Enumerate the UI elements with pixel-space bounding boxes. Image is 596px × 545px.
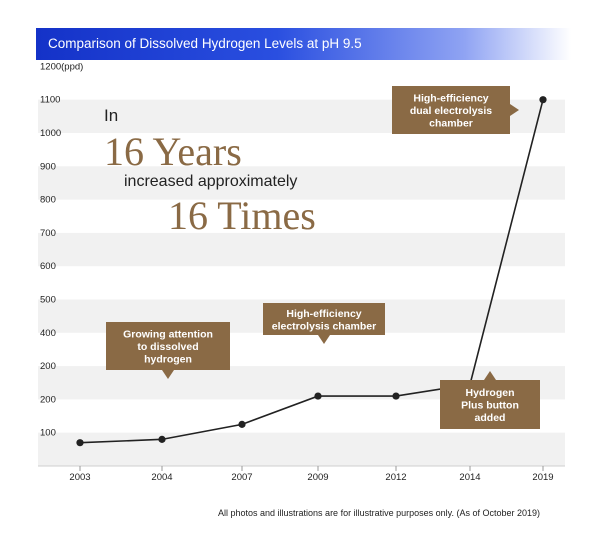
data-point [76,439,84,447]
headline-16-times: 16 Times [168,193,316,238]
callout-text: Growing attention [123,329,213,341]
y-tick-label: 400 [40,328,56,339]
callout-text: added [475,412,506,424]
callout-text: electrolysis chamber [272,320,376,332]
x-tick-label: 2007 [231,472,252,483]
y-tick-label: 100 [40,428,56,439]
callout-text: chamber [429,118,473,130]
y-tick-label: 1000 [40,128,61,139]
y-tick-label: 200 [40,361,56,372]
x-tick-label: 2009 [307,472,328,483]
chart-title-bar: Comparison of Dissolved Hydrogen Levels … [36,28,571,60]
callout-box [106,322,230,370]
x-tick-label: 2019 [532,472,553,483]
callout-pointer [162,370,174,379]
callout-pointer [318,335,330,344]
callout-text: hydrogen [144,354,192,366]
data-point [392,392,400,400]
data-point [539,96,547,104]
grid-band [38,232,565,267]
x-tick-label: 2004 [151,472,172,483]
callout-text: Plus button [461,400,519,412]
callout-text: High-efficiency [286,308,361,320]
data-point [314,392,322,400]
footnote: All photos and illustrations are for ill… [218,508,540,518]
headline-in: In [104,106,119,125]
y-tick-label: 1200(ppd) [40,61,83,72]
callout-text: to dissolved [137,341,198,353]
y-tick-label: 500 [40,295,56,306]
data-point [238,420,246,428]
y-tick-label: 800 [40,195,56,206]
headline-increased: increased approximately [124,173,298,190]
callout-text: dual electrolysis [410,105,492,117]
callout-box [440,380,540,429]
headline-16-years: 16 Years [104,129,242,174]
grid-band [38,432,565,466]
callout-text: Hydrogen [465,387,514,399]
y-tick-label: 700 [40,228,56,239]
y-tick-label: 900 [40,161,56,172]
chart-title: Comparison of Dissolved Hydrogen Levels … [48,36,362,51]
grid-band [38,166,565,200]
y-tick-label: 600 [40,261,56,272]
x-tick-label: 2003 [69,472,90,483]
x-tick-label: 2014 [459,472,480,483]
x-tick-label: 2012 [385,472,406,483]
callout-box [392,86,510,134]
data-point [158,435,166,443]
y-tick-label: 200 [40,394,56,405]
callout-text: High-efficiency [413,93,488,105]
callout-pointer [484,371,496,380]
callout-pointer [510,104,519,116]
callout-box [263,303,385,335]
y-tick-label: 1100 [40,95,60,106]
